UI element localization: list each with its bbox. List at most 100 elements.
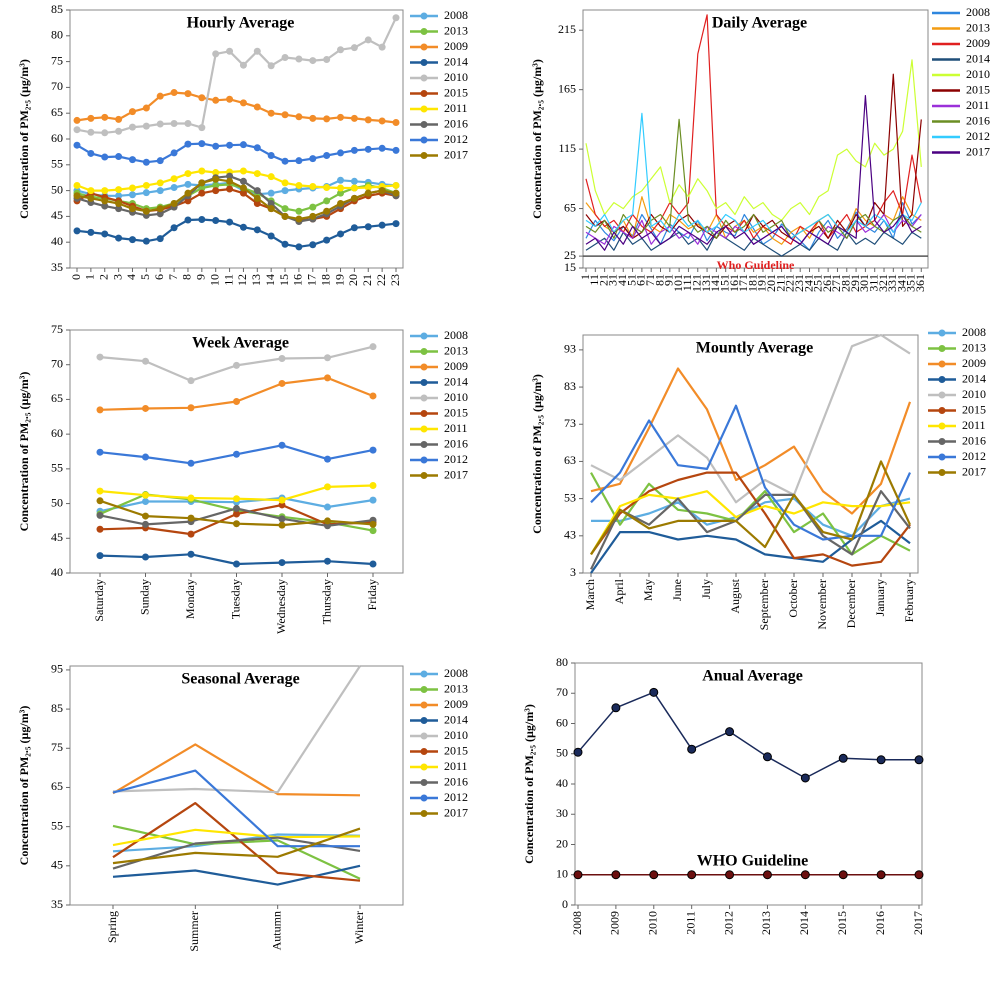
x-tick-label: 311 — [866, 274, 880, 292]
series-marker — [142, 207, 150, 215]
series-marker — [156, 120, 164, 128]
legend-label: 2015 — [444, 85, 468, 99]
legend-marker — [420, 717, 428, 724]
series-marker — [323, 56, 331, 64]
series-marker — [73, 116, 81, 124]
series-line — [585, 196, 922, 245]
series-marker — [128, 236, 136, 244]
legend-label: 2014 — [444, 54, 468, 68]
series-line — [76, 178, 397, 221]
series-marker — [142, 404, 149, 412]
y-tick-label: 35 — [51, 260, 63, 274]
legend-label: 2008 — [966, 5, 990, 19]
series-marker — [233, 450, 240, 458]
series-marker — [128, 184, 136, 192]
x-tick-label: 221 — [783, 274, 797, 292]
series-marker — [281, 212, 289, 220]
legend-marker — [938, 422, 946, 430]
series-marker — [115, 234, 123, 242]
series-marker — [267, 152, 275, 160]
legend-label: 2014 — [444, 374, 468, 388]
x-tick-label: 351 — [904, 274, 918, 292]
y-tick-label: 0 — [562, 897, 568, 911]
chart-panel: 3 43 53 63 73 83 93 March April May June July August… — [530, 325, 986, 631]
y-tick-label: 55 — [51, 818, 63, 832]
legend-marker — [420, 379, 428, 386]
series-marker — [142, 453, 149, 461]
legend-marker — [420, 670, 428, 678]
legend-marker — [420, 43, 428, 51]
series-marker — [369, 560, 377, 568]
chart-title: Anual Average — [702, 668, 803, 685]
series-marker — [142, 104, 150, 112]
series-marker — [253, 144, 261, 152]
legend-marker — [420, 748, 428, 755]
series-marker — [323, 207, 331, 215]
series-marker — [392, 181, 400, 189]
series-line — [76, 91, 397, 124]
series-marker — [184, 180, 192, 188]
series-marker — [128, 123, 136, 131]
plot-frame — [69, 665, 404, 906]
legend-label: 2012 — [444, 452, 468, 466]
series-line — [590, 490, 911, 555]
series-marker — [278, 441, 286, 449]
series-marker — [278, 354, 286, 362]
series-marker — [101, 153, 109, 161]
legend-label: 2013 — [962, 340, 986, 354]
x-tick-label: 121 — [690, 274, 704, 292]
series-marker — [337, 113, 345, 121]
series-marker — [170, 149, 178, 157]
y-tick-label: 45 — [51, 858, 63, 872]
legend-marker — [420, 425, 428, 433]
series-marker — [239, 141, 247, 149]
series-marker — [233, 520, 240, 528]
x-tick-label: 10 — [207, 274, 221, 286]
series-marker — [281, 111, 289, 119]
series-line — [585, 118, 922, 239]
legend-label: 2011 — [444, 421, 468, 435]
series-marker — [239, 184, 247, 192]
series-marker — [73, 141, 81, 149]
legend-label: 2011 — [966, 98, 990, 112]
series-marker — [226, 172, 234, 180]
x-tick-label: 291 — [848, 274, 862, 292]
series-marker — [364, 184, 372, 192]
series-marker — [323, 115, 331, 123]
series-line — [590, 460, 912, 555]
legend-label: 2010 — [962, 387, 986, 401]
legend-marker — [420, 456, 428, 464]
x-tick-label: 181 — [745, 274, 759, 292]
series-marker — [142, 357, 149, 365]
x-tick-label: Sunday — [137, 579, 151, 615]
legend-marker — [420, 701, 428, 709]
series-marker — [267, 173, 275, 181]
series-marker — [687, 870, 697, 880]
x-tick-label: 2011 — [683, 911, 697, 935]
y-tick-label: 40 — [556, 776, 568, 790]
series-marker — [324, 503, 331, 511]
y-tick-label: 45 — [51, 530, 63, 544]
series-line — [76, 218, 397, 248]
legend-label: 2008 — [444, 666, 468, 680]
series-line — [585, 59, 922, 221]
y-axis-label: Concentration of PM₂.₅ (µg/m³) — [530, 59, 544, 219]
x-tick-label: 321 — [876, 274, 890, 292]
y-tick-label: 43 — [564, 528, 576, 542]
x-tick-label: March — [583, 579, 597, 610]
series-marker — [198, 189, 206, 197]
x-tick-label: 341 — [894, 274, 908, 292]
x-tick-label: 81 — [652, 274, 666, 286]
series-marker — [233, 398, 240, 406]
series-marker — [142, 181, 150, 189]
legend-label: 2017 — [444, 147, 468, 161]
y-tick-label: 63 — [564, 453, 576, 467]
series-marker — [184, 197, 192, 205]
series-marker — [226, 218, 234, 226]
series-marker — [281, 157, 289, 165]
series-marker — [324, 522, 331, 530]
series-marker — [378, 117, 386, 125]
x-tick-label: 3 — [110, 274, 124, 280]
legend-marker — [420, 779, 428, 786]
y-tick-label: 3 — [570, 565, 576, 579]
